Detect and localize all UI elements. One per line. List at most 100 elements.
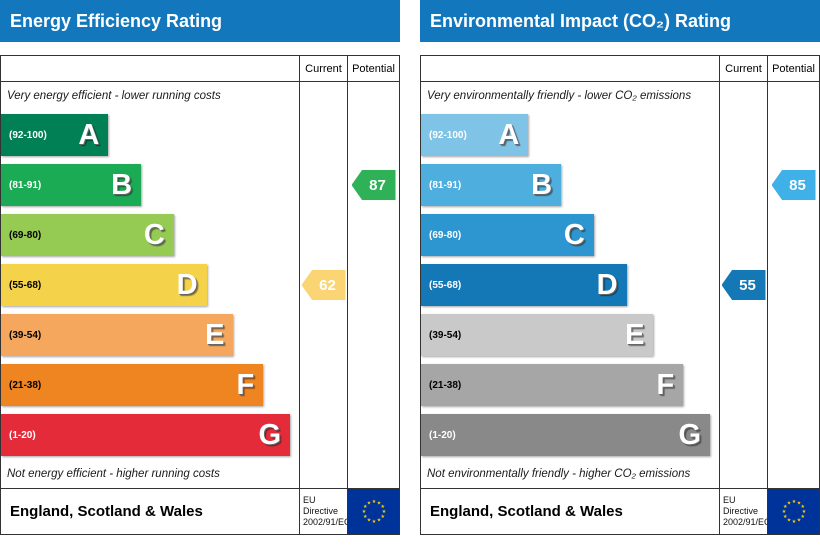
energy-panel-title: Energy Efficiency Rating [0,0,400,42]
band-range: (69-80) [9,229,42,241]
environmental-panel-title: Environmental Impact (CO₂) Rating [420,0,820,42]
energy-efficiency-panel: Energy Efficiency Rating Current Potenti… [0,0,400,535]
current-cell [299,110,347,160]
band-letter: D [176,268,198,301]
band-range: (92-100) [429,129,467,141]
current-cell [299,360,347,410]
band-bar-d: (55-68) D [1,264,207,306]
potential-cell [347,310,399,360]
energy-band-grid: Very energy efficient - lower running co… [1,82,399,488]
band-range: (69-80) [429,229,462,241]
svg-text:★: ★ [796,517,801,523]
band-letter: B [531,168,553,201]
eu-flag-stars: ★ ★★ ★★★ ★★★ ★★★ [361,499,386,525]
band-row-b: (81-91) B [421,160,719,210]
potential-column-header: Potential [347,56,399,81]
environmental-band-grid: Very environmentally friendly - lower CO… [421,82,819,488]
top-caption-cell: Very energy efficient - lower running co… [1,82,299,110]
band-letter: F [236,368,255,401]
svg-text:★: ★ [801,509,806,515]
current-cell [719,310,767,360]
top-caption: Very energy efficient - lower running co… [7,90,221,102]
eu-flag: ★ ★ ★ ★ ★ ★ ★ ★ ★ ★ ★ ★ [767,489,819,534]
potential-cell [347,410,399,460]
band-row-a: (92-100) A [421,110,719,160]
band-letter: C [563,218,585,251]
band-row-g: (1-20) G [421,410,719,460]
column-header-row: Current Potential [421,56,819,82]
band-bar-c: (69-80) C [421,214,594,256]
current-rating-arrow: 62 [301,270,346,300]
band-bar-f: (21-38) F [1,364,264,406]
potential-cell [347,360,399,410]
potential-cell: 85 [767,160,819,210]
band-letter: A [78,118,100,151]
current-cell [299,310,347,360]
potential-cell [767,310,819,360]
current-column-header: Current [719,56,767,81]
current-cell [299,160,347,210]
current-cell [719,160,767,210]
band-bar-c: (69-80) C [1,214,174,256]
top-caption-cell: Very environmentally friendly - lower CO… [421,82,719,110]
current-cell [719,360,767,410]
current-cell [719,82,767,110]
top-caption: Very environmentally friendly - lower CO… [427,90,692,102]
current-cell [719,410,767,460]
band-range: (81-91) [429,179,462,191]
energy-footer: England, Scotland & Wales EU Directive 2… [0,489,400,535]
band-bar-g: (1-20) G [1,414,291,456]
eu-directive-line2: 2002/91/EC [303,517,351,528]
potential-cell [767,110,819,160]
eu-directive-line1: EU Directive [723,494,759,516]
eu-directive-line2: 2002/91/EC [723,517,771,528]
band-row-b: (81-91) B [1,160,299,210]
band-letter: B [111,168,133,201]
potential-cell [767,460,819,488]
band-range: (39-54) [9,329,42,341]
svg-text:★: ★ [376,500,381,506]
band-row-f: (21-38) F [421,360,719,410]
potential-column-header: Potential [767,56,819,81]
band-row-d: (55-68) D [421,260,719,310]
current-cell [299,460,347,488]
current-cell [299,410,347,460]
region-label: England, Scotland & Wales [10,503,203,520]
epc-charts: Energy Efficiency Rating Current Potenti… [0,0,820,535]
band-letter: E [625,318,645,351]
potential-rating-arrow: 87 [351,170,396,200]
eu-directive-label: EU Directive 2002/91/EC [299,489,351,534]
svg-text:★: ★ [381,509,386,515]
band-row-a: (92-100) A [1,110,299,160]
potential-rating-arrow: 85 [771,170,816,200]
eu-directive-label: EU Directive 2002/91/EC [719,489,771,534]
environmental-rating-table: Current Potential Very environmentally f… [420,55,820,489]
band-letter: G [258,418,282,451]
current-cell: 55 [719,260,767,310]
band-letter: F [656,368,675,401]
band-row-g: (1-20) G [1,410,299,460]
current-cell: 62 [299,260,347,310]
band-bar-f: (21-38) F [421,364,684,406]
svg-text:★: ★ [800,514,805,520]
region-label: England, Scotland & Wales [430,503,623,520]
svg-text:★: ★ [800,504,805,510]
bottom-caption-cell: Not energy efficient - higher running co… [1,460,299,488]
band-bar-d: (55-68) D [421,264,627,306]
band-range: (1-20) [9,429,36,441]
band-bar-b: (81-91) B [421,164,562,206]
current-column-header: Current [299,56,347,81]
eu-flag-stars: ★ ★★ ★★★ ★★★ ★★★ [781,499,806,525]
potential-cell: 87 [347,160,399,210]
svg-text:★: ★ [361,509,366,515]
potential-cell [767,410,819,460]
band-bar-b: (81-91) B [1,164,142,206]
band-range: (39-54) [429,329,462,341]
eu-flag: ★ ★ ★ ★ ★ ★ ★ ★ ★ ★ ★ ★ [347,489,399,534]
chart-column-spacer [421,56,719,81]
band-row-c: (69-80) C [421,210,719,260]
band-range: (21-38) [9,379,42,391]
current-cell [719,210,767,260]
potential-cell [347,460,399,488]
environmental-footer: England, Scotland & Wales EU Directive 2… [420,489,820,535]
